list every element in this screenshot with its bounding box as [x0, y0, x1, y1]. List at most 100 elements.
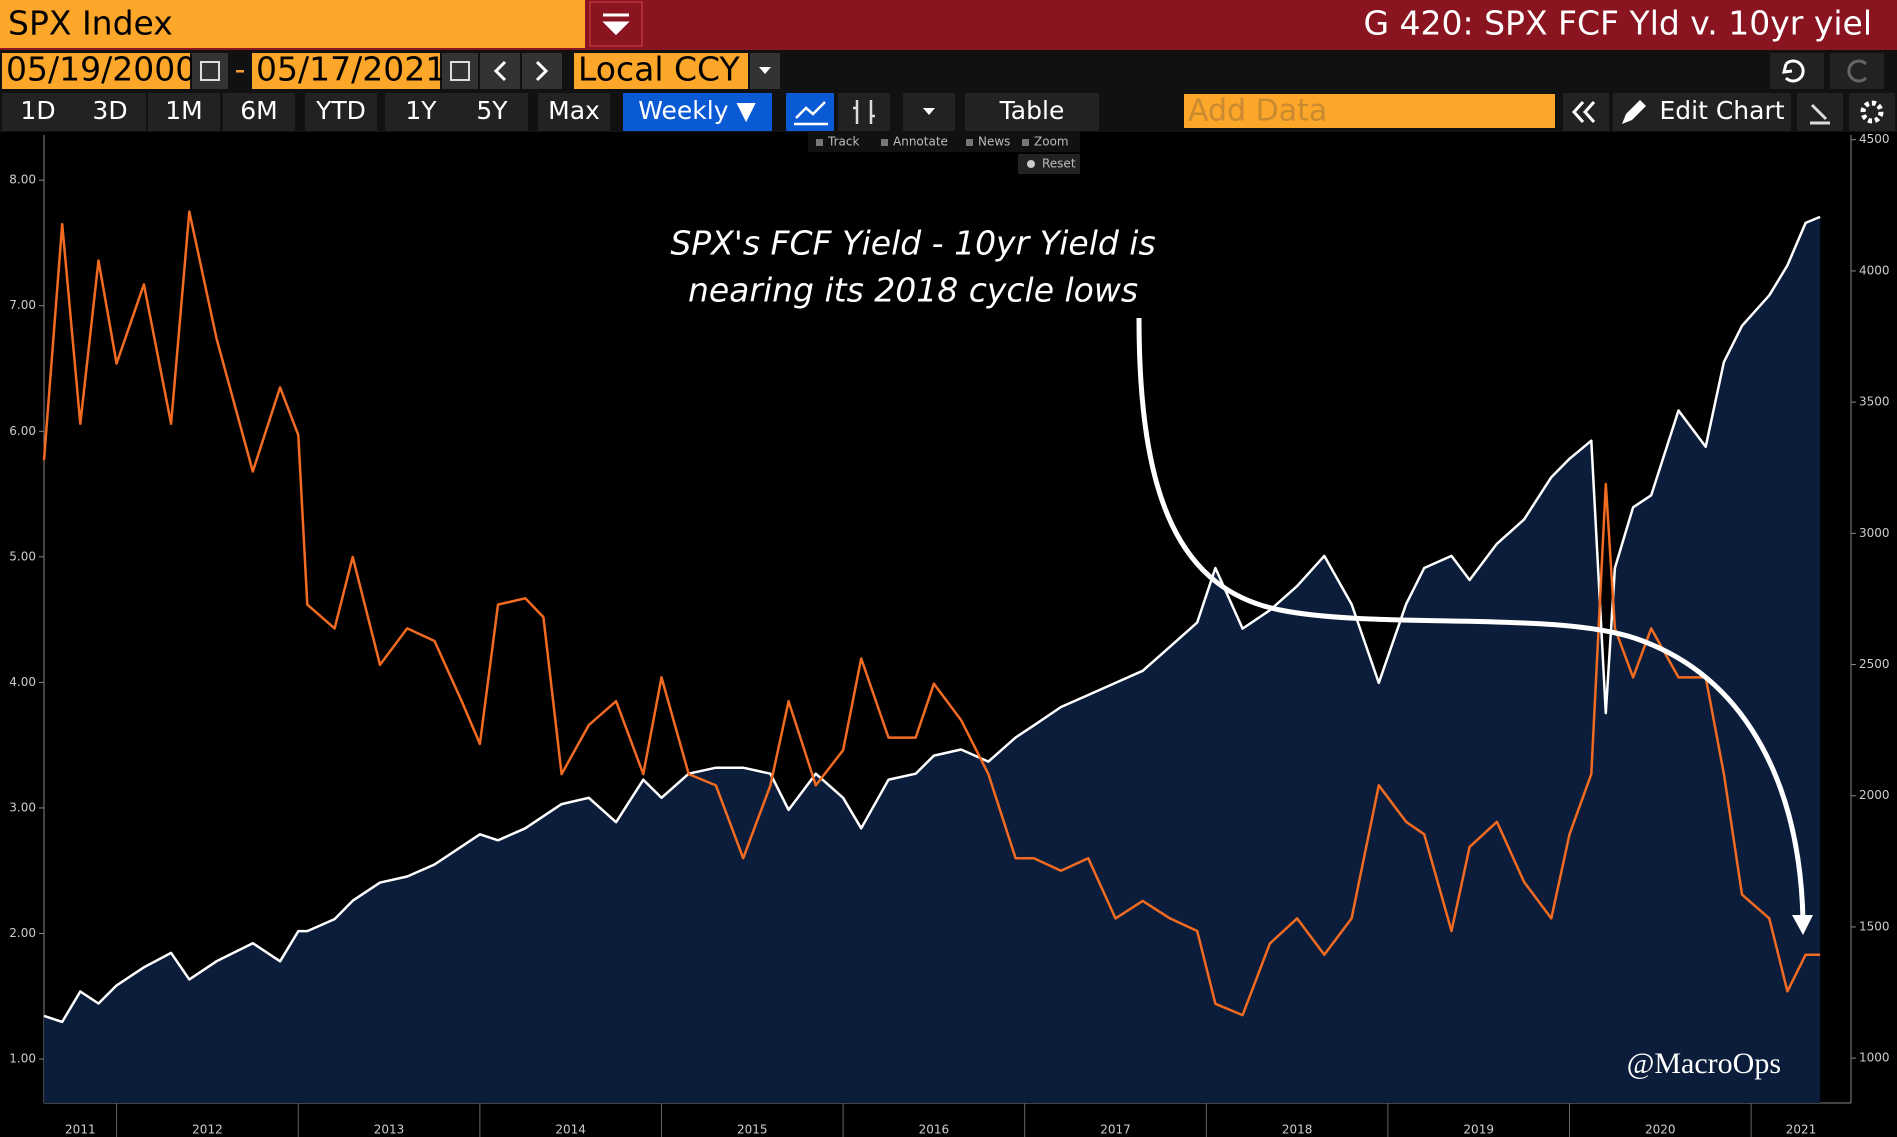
y-tick-label: 7.00: [9, 298, 36, 312]
calendar-icon: [200, 61, 220, 81]
x-tick-label: 2012: [192, 1123, 223, 1137]
currency: Local CCY: [578, 50, 741, 89]
period-button[interactable]: [2, 93, 74, 131]
y-tick-label: 3.00: [9, 800, 36, 814]
table-label: Table: [999, 96, 1065, 125]
next-button[interactable]: [522, 53, 562, 89]
y-tick-label: 1.00: [9, 1052, 36, 1066]
period-button[interactable]: [223, 93, 295, 131]
y2-tick-label: 4000: [1859, 263, 1890, 277]
bar-chart-button[interactable]: [838, 93, 890, 131]
prev-icon: [493, 60, 507, 82]
x-tick-label: 2014: [555, 1123, 586, 1137]
y2-tick-label: 3000: [1859, 526, 1890, 540]
add-data: Add Data: [1188, 94, 1327, 129]
x-tick-label: 2020: [1645, 1123, 1676, 1137]
period-button[interactable]: [305, 93, 377, 131]
menu-icon: [602, 13, 630, 36]
tool-strip: [808, 132, 1080, 152]
line: [43, 215, 1821, 1024]
annotation-line: SPX's FCF Yield - 10yr Yield is: [670, 224, 1155, 263]
y2-tick-label: 1500: [1859, 919, 1890, 933]
period-button[interactable]: [148, 93, 220, 131]
x-tick-label: 2018: [1282, 1123, 1313, 1137]
y-tick-label: 8.00: [9, 173, 36, 187]
x-tick-label: 2013: [374, 1123, 405, 1137]
next-icon: [535, 60, 549, 82]
y2-tick-label: 4500: [1859, 132, 1890, 146]
redo-button[interactable]: [1830, 53, 1884, 89]
period-button[interactable]: [385, 93, 457, 131]
calendar-button[interactable]: [192, 53, 228, 89]
period-button[interactable]: [538, 93, 610, 131]
annotation-arrow: [1136, 317, 1806, 921]
settings-button[interactable]: [1849, 93, 1895, 131]
x-tick-label: 2017: [1100, 1123, 1131, 1137]
x-tick-label: 2021: [1786, 1123, 1817, 1137]
collapse-icon: [1571, 100, 1596, 124]
annotation-line: nearing its 2018 cycle lows: [688, 271, 1138, 310]
period-label: 1Y: [405, 96, 437, 125]
start-date: 05/19/2000: [6, 50, 196, 89]
period-label: 6M: [240, 96, 277, 125]
security: SPX Index: [8, 4, 173, 43]
undo-button[interactable]: [1770, 53, 1824, 89]
tool-label: Annotate: [893, 135, 948, 149]
y2-tick-label: 2000: [1859, 788, 1890, 802]
tool-icon[interactable]: [881, 139, 888, 146]
calendar-button[interactable]: [442, 53, 478, 89]
add-data-box[interactable]: [1184, 94, 1555, 128]
dropdown-icon: [759, 67, 771, 74]
period-label: 1M: [165, 96, 202, 125]
tool-icon[interactable]: [966, 139, 973, 146]
prev-button[interactable]: [480, 53, 520, 89]
y-tick-label: 5.00: [9, 549, 36, 563]
line: [42, 210, 1821, 1017]
line-chart-icon: [794, 101, 828, 126]
x-tick-label: 2015: [737, 1123, 768, 1137]
period-label: YTD: [315, 96, 366, 125]
bar-chart-icon: [853, 100, 875, 124]
reset-button[interactable]: [1018, 154, 1080, 174]
legend-icon: [1810, 103, 1830, 125]
period-label: 5Y: [476, 96, 508, 125]
table-button[interactable]: [965, 93, 1099, 131]
menu-button[interactable]: [589, 1, 643, 47]
period-label: 3D: [92, 96, 127, 125]
reset-label: Reset: [1042, 157, 1076, 171]
y-tick-label: 4.00: [9, 675, 36, 689]
redo-icon: [1847, 59, 1868, 83]
arrow-head: [1792, 915, 1813, 935]
x-tick-label: 2016: [919, 1123, 950, 1137]
frequency-button[interactable]: [623, 93, 772, 131]
x-tick-label: 2011: [65, 1123, 96, 1137]
reset-icon: [1027, 160, 1035, 168]
end-date: 05/17/2021: [256, 50, 446, 89]
currency-box[interactable]: [574, 53, 748, 89]
tool-icon[interactable]: [1022, 139, 1029, 146]
watermark: @MacroOps: [1627, 1047, 1781, 1080]
frequency: Weekly ▼: [638, 96, 756, 125]
end-date-box[interactable]: [252, 53, 440, 89]
x-tick-label: 2019: [1463, 1123, 1494, 1137]
undo-icon: [1782, 59, 1805, 83]
y2-tick-label: 3500: [1859, 395, 1890, 409]
y-tick-label: 6.00: [9, 424, 36, 438]
period-label: 1D: [20, 96, 55, 125]
edit-chart: Edit Chart: [1659, 96, 1784, 125]
area: [44, 216, 1821, 1104]
start-date-box[interactable]: [2, 53, 190, 89]
dropdown-icon: [923, 108, 935, 115]
tool-label: Zoom: [1034, 135, 1069, 149]
security-box[interactable]: [0, 0, 585, 48]
period-button[interactable]: [456, 93, 528, 131]
period-button[interactable]: [74, 93, 146, 131]
settings-icon: [1860, 100, 1884, 124]
date-separator: -: [235, 53, 246, 88]
tool-icon[interactable]: [816, 139, 823, 146]
edit-chart-button[interactable]: [1613, 93, 1791, 131]
y2-tick-label: 2500: [1859, 657, 1890, 671]
tool-label: Track: [827, 135, 859, 149]
window-title: G 420: SPX FCF Yld v. 10yr yiel: [1363, 4, 1872, 43]
